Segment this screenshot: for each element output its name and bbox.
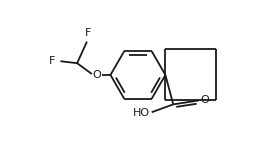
Text: F: F — [49, 56, 56, 66]
Text: HO: HO — [133, 108, 150, 118]
Text: F: F — [85, 28, 91, 38]
Text: O: O — [92, 70, 101, 80]
Text: O: O — [201, 95, 210, 105]
